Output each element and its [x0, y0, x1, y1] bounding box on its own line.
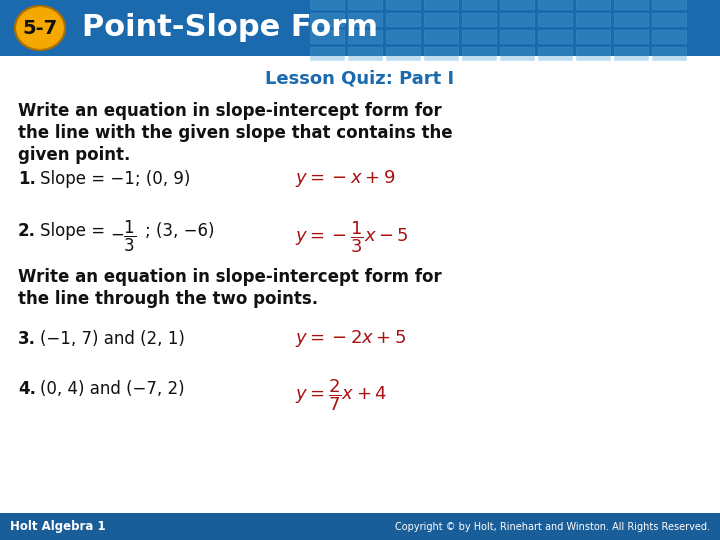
Bar: [538, 0, 572, 9]
Text: the line with the given slope that contains the: the line with the given slope that conta…: [18, 124, 453, 142]
Text: 1.: 1.: [18, 170, 36, 188]
Bar: [576, 30, 610, 43]
Text: Slope =: Slope =: [40, 222, 105, 240]
Bar: [500, 30, 534, 43]
Bar: [538, 13, 572, 26]
Bar: [614, 13, 648, 26]
Text: $y = -x + 9$: $y = -x + 9$: [295, 168, 395, 189]
Text: 3.: 3.: [18, 330, 36, 348]
Text: $y = -2x + 5$: $y = -2x + 5$: [295, 328, 406, 349]
Bar: [310, 13, 344, 26]
Text: 2.: 2.: [18, 222, 36, 240]
Text: (0, 4) and (−7, 2): (0, 4) and (−7, 2): [40, 380, 184, 398]
Bar: [310, 0, 344, 9]
Bar: [538, 47, 572, 60]
Bar: [500, 47, 534, 60]
Bar: [462, 47, 496, 60]
Bar: [576, 13, 610, 26]
Text: $-\dfrac{1}{3}$: $-\dfrac{1}{3}$: [110, 219, 137, 254]
Bar: [500, 0, 534, 9]
Bar: [348, 13, 382, 26]
Text: ; (3, −6): ; (3, −6): [145, 222, 215, 240]
Bar: [462, 13, 496, 26]
Text: Copyright © by Holt, Rinehart and Winston. All Rights Reserved.: Copyright © by Holt, Rinehart and Winsto…: [395, 522, 710, 531]
Bar: [386, 30, 420, 43]
Bar: [538, 30, 572, 43]
Bar: [348, 47, 382, 60]
Text: Lesson Quiz: Part I: Lesson Quiz: Part I: [266, 69, 454, 87]
Text: Slope = −1; (0, 9): Slope = −1; (0, 9): [40, 170, 190, 188]
Bar: [310, 30, 344, 43]
Text: $y = \dfrac{2}{7}x + 4$: $y = \dfrac{2}{7}x + 4$: [295, 377, 387, 413]
Bar: [424, 13, 458, 26]
Bar: [500, 13, 534, 26]
Bar: [576, 0, 610, 9]
Text: 5-7: 5-7: [22, 18, 58, 37]
Bar: [424, 47, 458, 60]
Text: (−1, 7) and (2, 1): (−1, 7) and (2, 1): [40, 330, 185, 348]
Text: the line through the two points.: the line through the two points.: [18, 290, 318, 308]
Text: $y = -\dfrac{1}{3}x - 5$: $y = -\dfrac{1}{3}x - 5$: [295, 219, 409, 255]
Bar: [576, 47, 610, 60]
Text: 4.: 4.: [18, 380, 36, 398]
Bar: [386, 47, 420, 60]
Bar: [614, 47, 648, 60]
Bar: [424, 0, 458, 9]
Bar: [652, 47, 686, 60]
Bar: [0, 0, 720, 56]
Text: Write an equation in slope-intercept form for: Write an equation in slope-intercept for…: [18, 268, 442, 286]
Bar: [0, 513, 720, 540]
Bar: [462, 30, 496, 43]
Text: given point.: given point.: [18, 146, 130, 164]
Bar: [348, 30, 382, 43]
Bar: [310, 47, 344, 60]
Bar: [614, 30, 648, 43]
Bar: [386, 0, 420, 9]
Bar: [652, 0, 686, 9]
Text: Write an equation in slope-intercept form for: Write an equation in slope-intercept for…: [18, 102, 442, 120]
Ellipse shape: [15, 6, 65, 50]
Bar: [614, 0, 648, 9]
Bar: [348, 0, 382, 9]
Bar: [462, 0, 496, 9]
Bar: [652, 13, 686, 26]
Bar: [424, 30, 458, 43]
Text: Point-Slope Form: Point-Slope Form: [82, 14, 378, 43]
Bar: [652, 30, 686, 43]
Text: Holt Algebra 1: Holt Algebra 1: [10, 520, 106, 533]
Bar: [0, 56, 720, 513]
Bar: [386, 13, 420, 26]
